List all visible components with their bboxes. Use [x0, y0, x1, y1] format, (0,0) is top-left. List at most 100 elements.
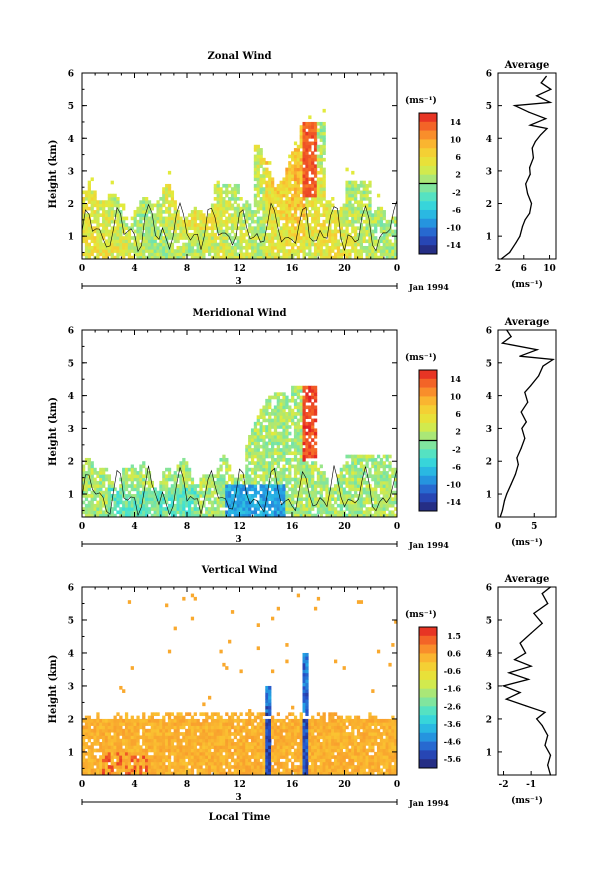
heatmap-cell	[293, 170, 298, 175]
heatmap-cell	[362, 236, 366, 240]
heatmap-cell	[116, 490, 120, 495]
heatmap-cell	[233, 249, 238, 253]
heatmap-cell	[379, 239, 384, 244]
heatmap-cell	[222, 219, 226, 224]
heatmap-cell	[119, 722, 123, 726]
heatmap-cell	[313, 408, 318, 413]
heatmap-cell	[182, 745, 186, 750]
heatmap-cell	[285, 405, 289, 410]
heatmap-cell	[273, 441, 278, 446]
heatmap-cell	[345, 239, 349, 244]
heatmap-cell	[176, 239, 180, 244]
heatmap-cell	[233, 487, 238, 492]
heatmap-cell	[185, 494, 189, 498]
heatmap-cell	[170, 242, 175, 247]
heatmap-cell	[276, 494, 280, 498]
heatmap-cell	[250, 239, 255, 244]
heatmap-cell	[165, 603, 169, 608]
heatmap-cell	[313, 203, 318, 208]
heatmap-cell	[256, 216, 260, 221]
heatmap-cell	[291, 154, 295, 159]
heatmap-cell	[239, 500, 243, 505]
colorbar-tick-label: 6	[455, 409, 461, 419]
heatmap-cell	[167, 497, 172, 501]
heatmap-cell	[90, 755, 94, 759]
heatmap-cell	[362, 513, 366, 518]
heatmap-cell	[147, 232, 152, 237]
heatmap-cell	[325, 507, 329, 511]
heatmap-cell	[279, 418, 283, 423]
heatmap-cell	[93, 245, 97, 250]
heatmap-cell	[96, 471, 100, 475]
heatmap-cell	[299, 180, 303, 185]
heatmap-cell	[96, 236, 100, 240]
heatmap-cell	[351, 203, 355, 208]
heatmap-cell	[259, 444, 263, 449]
heatmap-cell	[293, 213, 298, 217]
heatmap-cell	[133, 477, 137, 482]
heatmap-cell	[173, 210, 177, 214]
heatmap-cell	[328, 497, 332, 501]
heatmap-cell	[288, 448, 292, 452]
heatmap-cell	[162, 771, 166, 776]
heatmap-cell	[368, 206, 372, 211]
heatmap-cell	[187, 755, 192, 759]
heatmap-cell	[365, 213, 369, 217]
heatmap-cell	[110, 216, 114, 221]
heatmap-cell	[130, 742, 134, 746]
heatmap-cell	[293, 174, 298, 178]
heatmap-cell	[256, 444, 260, 449]
heatmap-cell	[190, 484, 195, 488]
heatmap-cell	[222, 232, 226, 237]
heatmap-cell	[351, 464, 355, 469]
heatmap-cell	[190, 219, 195, 224]
heatmap-cell	[368, 249, 372, 253]
heatmap-cell	[382, 503, 386, 508]
heatmap-cell	[328, 503, 332, 508]
heatmap-cell	[190, 738, 195, 743]
heatmap-cell	[253, 239, 258, 244]
heatmap-cell	[362, 249, 366, 253]
heatmap-cell	[239, 484, 243, 488]
heatmap-cell	[336, 229, 341, 234]
heatmap-cell	[96, 500, 100, 505]
heatmap-cell	[162, 507, 166, 511]
heatmap-cell	[176, 728, 180, 733]
heatmap-cell	[305, 157, 309, 162]
heatmap-cell	[228, 494, 232, 498]
heatmap-cell	[230, 190, 235, 195]
heatmap-cell	[256, 151, 260, 155]
heatmap-cell	[313, 431, 318, 436]
heatmap-cell	[236, 216, 240, 221]
heatmap-cell	[305, 392, 309, 397]
heatmap-cell	[316, 161, 321, 165]
heatmap-cell	[82, 471, 86, 475]
heatmap-cell	[296, 180, 301, 185]
heatmap-cell	[159, 239, 163, 244]
heatmap-cell	[199, 484, 203, 488]
heatmap-cell	[84, 751, 89, 756]
heatmap-cell	[167, 213, 172, 217]
heatmap-cell	[271, 200, 275, 204]
heatmap-cell	[259, 425, 263, 429]
heatmap-cell	[124, 252, 129, 257]
heatmap-cell	[196, 742, 200, 746]
heatmap-cell	[90, 722, 94, 726]
heatmap-cell	[345, 461, 349, 465]
heatmap-cell	[124, 484, 129, 488]
heatmap-cell	[230, 487, 235, 492]
heatmap-cell	[133, 722, 137, 726]
heatmap-cell	[302, 448, 306, 452]
heatmap-cell	[153, 494, 157, 498]
heatmap-cell	[351, 229, 355, 234]
heatmap-cell	[182, 223, 186, 227]
heatmap-cell	[104, 768, 109, 773]
heatmap-cell	[187, 477, 192, 482]
heatmap-cell	[84, 487, 89, 492]
heatmap-cell	[170, 474, 175, 479]
heatmap-cell	[253, 167, 258, 172]
heatmap-cell	[142, 751, 146, 756]
heatmap-cell	[268, 242, 272, 247]
heatmap-cell	[351, 497, 355, 501]
heatmap-cell	[322, 477, 326, 482]
